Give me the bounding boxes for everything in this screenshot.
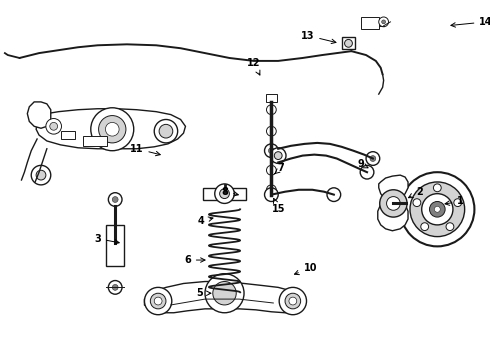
Text: 14: 14	[451, 17, 490, 27]
Polygon shape	[36, 109, 186, 149]
Circle shape	[434, 184, 441, 192]
Circle shape	[213, 282, 236, 305]
Circle shape	[220, 189, 229, 199]
Circle shape	[112, 284, 118, 290]
Text: 13: 13	[301, 31, 336, 44]
FancyBboxPatch shape	[361, 17, 379, 29]
Circle shape	[205, 274, 244, 313]
FancyBboxPatch shape	[106, 225, 124, 266]
Text: 8: 8	[221, 187, 238, 197]
Circle shape	[150, 293, 166, 309]
Text: 7: 7	[275, 163, 285, 174]
Polygon shape	[145, 282, 305, 313]
Text: 10: 10	[294, 263, 317, 275]
Circle shape	[267, 165, 276, 175]
Circle shape	[145, 287, 172, 315]
Circle shape	[50, 122, 58, 130]
FancyBboxPatch shape	[342, 37, 355, 49]
FancyBboxPatch shape	[83, 136, 107, 146]
Circle shape	[269, 148, 274, 154]
Text: 4: 4	[197, 216, 213, 226]
Circle shape	[159, 124, 173, 138]
Circle shape	[270, 148, 286, 163]
Circle shape	[36, 170, 46, 180]
Circle shape	[267, 105, 276, 114]
Circle shape	[327, 188, 341, 202]
Circle shape	[413, 199, 421, 207]
Circle shape	[387, 197, 400, 210]
Circle shape	[289, 297, 297, 305]
Circle shape	[430, 202, 445, 217]
Circle shape	[370, 156, 376, 161]
Circle shape	[31, 165, 51, 185]
Circle shape	[91, 108, 134, 151]
Circle shape	[379, 17, 389, 27]
Polygon shape	[378, 175, 408, 231]
Text: 12: 12	[247, 58, 261, 75]
FancyBboxPatch shape	[203, 188, 246, 199]
Circle shape	[366, 152, 380, 165]
Circle shape	[274, 152, 282, 159]
Circle shape	[215, 184, 234, 203]
Circle shape	[360, 165, 374, 179]
Circle shape	[265, 188, 278, 202]
Circle shape	[46, 118, 62, 134]
Circle shape	[105, 122, 119, 136]
Circle shape	[446, 223, 454, 230]
Circle shape	[410, 182, 465, 237]
Text: 6: 6	[184, 255, 205, 265]
Circle shape	[400, 172, 474, 246]
Circle shape	[108, 280, 122, 294]
Circle shape	[154, 297, 162, 305]
Circle shape	[380, 190, 407, 217]
Circle shape	[265, 144, 278, 158]
Text: 5: 5	[197, 288, 211, 298]
Circle shape	[108, 193, 122, 206]
Circle shape	[267, 126, 276, 136]
Circle shape	[267, 185, 276, 195]
FancyBboxPatch shape	[61, 131, 75, 139]
FancyBboxPatch shape	[266, 94, 277, 102]
Text: 15: 15	[271, 198, 285, 214]
Text: 9: 9	[358, 159, 368, 170]
Polygon shape	[209, 288, 240, 303]
Polygon shape	[27, 102, 51, 128]
Circle shape	[422, 194, 453, 225]
Circle shape	[267, 146, 276, 156]
Circle shape	[454, 199, 462, 207]
Circle shape	[285, 293, 301, 309]
Circle shape	[112, 197, 118, 202]
Circle shape	[344, 40, 352, 47]
Circle shape	[435, 206, 440, 212]
Circle shape	[421, 223, 429, 230]
Circle shape	[154, 120, 178, 143]
Circle shape	[98, 116, 126, 143]
Text: 11: 11	[130, 144, 160, 156]
Text: 3: 3	[94, 234, 119, 244]
Text: 2: 2	[409, 187, 423, 198]
Circle shape	[382, 20, 386, 24]
Text: 1: 1	[445, 197, 464, 207]
Circle shape	[279, 287, 307, 315]
